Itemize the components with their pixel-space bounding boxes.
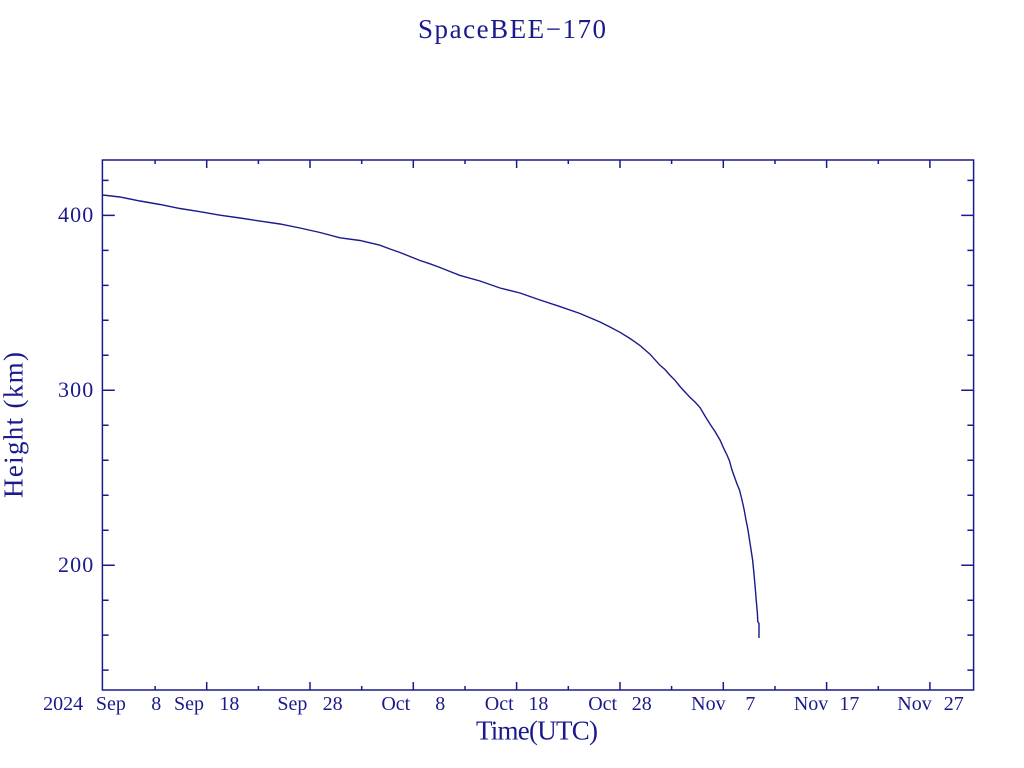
svg-text:SpaceBEE−170: SpaceBEE−170 — [418, 14, 606, 44]
svg-text:400: 400 — [58, 202, 93, 227]
svg-text:Oct 18: Oct 18 — [485, 693, 549, 715]
svg-text:Sep 18: Sep 18 — [174, 693, 239, 715]
svg-text:2024 Sep 8: 2024 Sep 8 — [43, 693, 161, 715]
svg-text:Time(UTC): Time(UTC) — [476, 716, 598, 746]
svg-text:Sep 28: Sep 28 — [277, 693, 342, 715]
svg-text:Height (km): Height (km) — [0, 352, 28, 498]
svg-text:300: 300 — [58, 377, 93, 402]
svg-text:Nov 17: Nov 17 — [794, 693, 860, 715]
svg-text:Oct 28: Oct 28 — [588, 693, 652, 715]
svg-text:Oct 8: Oct 8 — [381, 693, 445, 715]
svg-text:Nov 7: Nov 7 — [691, 693, 755, 715]
svg-text:200: 200 — [58, 552, 93, 577]
svg-text:Nov 27: Nov 27 — [897, 693, 963, 715]
